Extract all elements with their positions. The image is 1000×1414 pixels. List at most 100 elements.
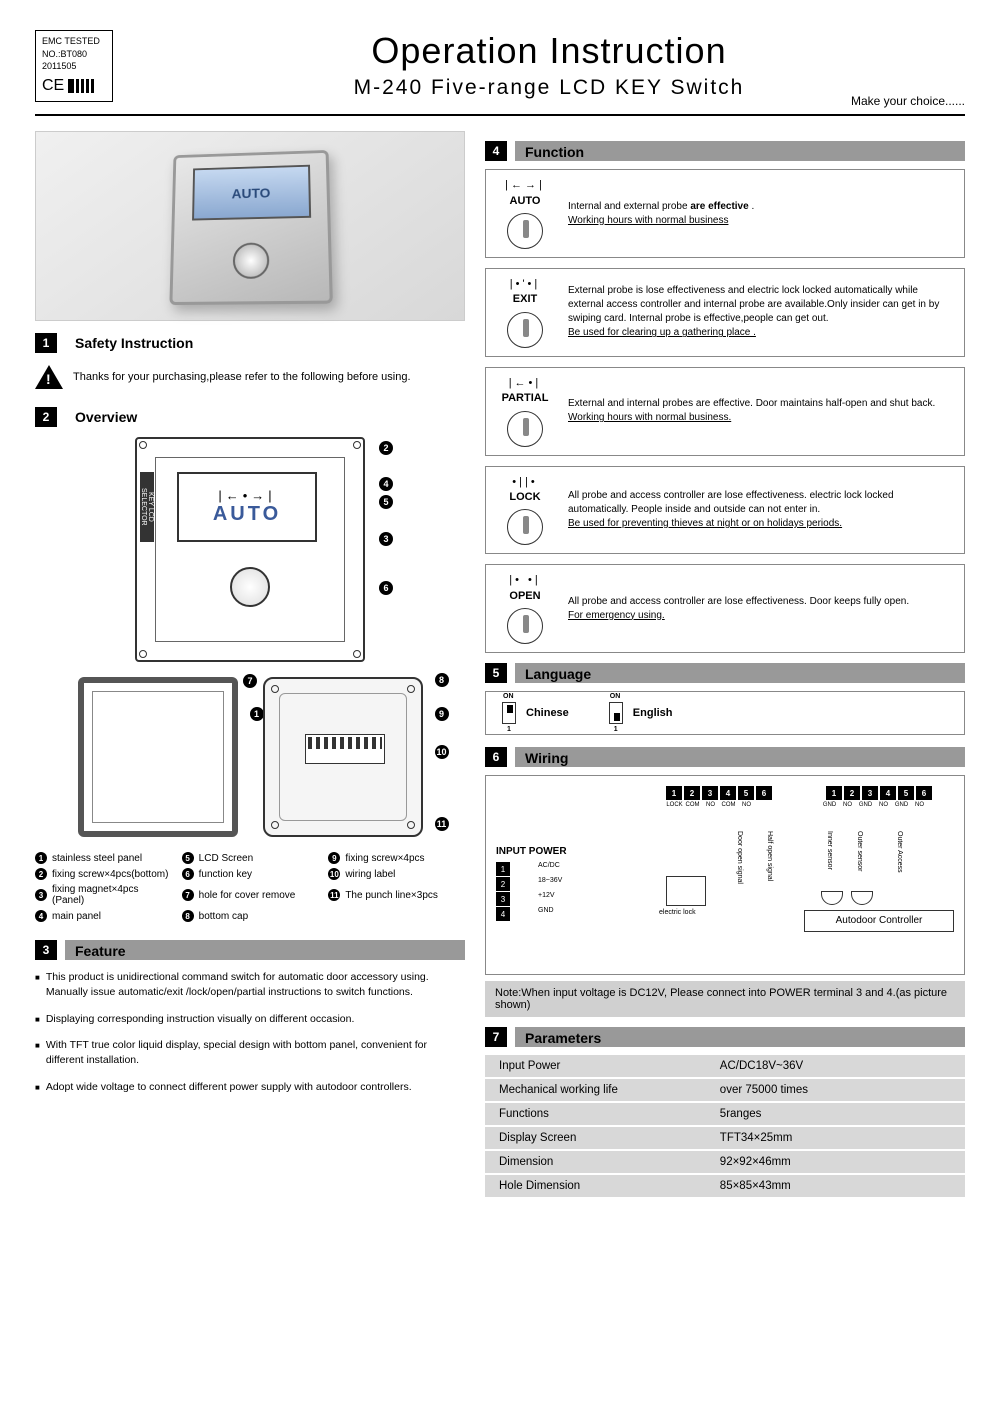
back-body bbox=[263, 677, 423, 837]
wiring-diagram: 123456 123456 LOCKCOMNOCOMNO GNDNOGNDNOG… bbox=[485, 775, 965, 975]
table-row: Functions5ranges bbox=[485, 1102, 965, 1126]
section-5-title: Language bbox=[515, 663, 965, 683]
section-7-head: 7 Parameters bbox=[485, 1027, 965, 1047]
wiring-note: Note:When input voltage is DC12V, Please… bbox=[485, 981, 965, 1017]
feature-item: With TFT true color liquid display, spec… bbox=[35, 1038, 465, 1067]
key-switch-icon bbox=[230, 567, 270, 607]
emc-line3: 2011505 bbox=[42, 60, 106, 73]
section-4-head: 4 Function bbox=[485, 141, 965, 161]
section-3-title: Feature bbox=[65, 940, 465, 960]
section-7-title: Parameters bbox=[515, 1027, 965, 1047]
callout-9: 9 bbox=[435, 707, 449, 721]
callout-6: 6 bbox=[379, 581, 393, 595]
callout-2: 2 bbox=[379, 441, 393, 455]
lang-b-label: English bbox=[633, 707, 673, 719]
callout-4: 4 bbox=[379, 477, 393, 491]
lang-a-label: Chinese bbox=[526, 707, 569, 719]
back-frame bbox=[78, 677, 238, 837]
sig-inner-sensor: Inner sensor bbox=[826, 831, 833, 870]
input-power-label: INPUT POWER bbox=[496, 846, 567, 857]
section-2-title: Overview bbox=[65, 407, 465, 427]
legend-grid: 1stainless steel panel 5LCD Screen 9fixing… bbox=[35, 852, 465, 922]
side-label: KEY LCD SELECTOR bbox=[140, 472, 154, 542]
function-item: •||• LOCK All probe and access controlle… bbox=[485, 466, 965, 555]
function-text: External and internal probes are effecti… bbox=[568, 397, 935, 425]
function-item: |←→| AUTO Internal and external probe ar… bbox=[485, 169, 965, 258]
key-cylinder-icon bbox=[233, 242, 269, 279]
section-5-num: 5 bbox=[485, 663, 507, 683]
legend-item: 9fixing screw×4pcs bbox=[328, 852, 465, 864]
warning-icon bbox=[35, 365, 63, 389]
sig-outer-sensor: Outer sensor bbox=[856, 831, 863, 871]
feature-item: Displaying corresponding instruction vis… bbox=[35, 1012, 465, 1027]
emc-line1: EMC TESTED bbox=[42, 35, 106, 48]
feature-item: This product is unidirectional command s… bbox=[35, 970, 465, 999]
section-2-num: 2 bbox=[35, 407, 57, 427]
power-block: 1234 AC/DC18~36V+12VGND bbox=[496, 862, 562, 922]
function-icon: |• •| OPEN bbox=[494, 573, 556, 644]
electric-lock-icon bbox=[666, 876, 706, 906]
sig-outer-access: Outer Access bbox=[896, 831, 903, 873]
legend-item: 11The punch line×3pcs bbox=[328, 884, 465, 906]
legend-item: 1stainless steel panel bbox=[35, 852, 172, 864]
legend-item: 5LCD Screen bbox=[182, 852, 319, 864]
terminals-left: 123456 bbox=[666, 786, 772, 800]
safety-row: Thanks for your purchasing,please refer … bbox=[35, 365, 465, 389]
columns: AUTO 1 Safety Instruction Thanks for you… bbox=[35, 131, 965, 1199]
lang-english: English bbox=[609, 702, 673, 724]
controller-box: Autodoor Controller bbox=[804, 910, 954, 932]
table-row: Mechanical working lifeover 75000 times bbox=[485, 1078, 965, 1102]
title-block: Operation Instruction M-240 Five-range L… bbox=[133, 30, 965, 100]
section-6-num: 6 bbox=[485, 747, 507, 767]
barcode-icon bbox=[68, 79, 94, 93]
table-row: Input PowerAC/DC18V~36V bbox=[485, 1055, 965, 1078]
function-icon: |•'•| EXIT bbox=[494, 277, 556, 348]
legend-item: 6function key bbox=[182, 868, 319, 880]
sig-door-open: Door open signal bbox=[736, 831, 743, 884]
page-subtitle: M-240 Five-range LCD KEY Switch bbox=[133, 76, 965, 100]
legend-item: 2fixing screw×4pcs(bottom) bbox=[35, 868, 172, 880]
function-text: All probe and access controller are lose… bbox=[568, 489, 956, 531]
section-4-title: Function bbox=[515, 141, 965, 161]
lcd-photo: AUTO bbox=[192, 164, 311, 220]
terminals-right: 123456 bbox=[826, 786, 932, 800]
callout-3: 3 bbox=[379, 532, 393, 546]
lcd-photo-text: AUTO bbox=[232, 184, 271, 200]
dip-switch-icon bbox=[609, 702, 623, 724]
feature-list: This product is unidirectional command s… bbox=[35, 970, 465, 1094]
tagline: Make your choice...... bbox=[851, 94, 965, 108]
lang-chinese: Chinese bbox=[502, 702, 569, 724]
device-render: AUTO bbox=[169, 150, 333, 305]
emc-badge: EMC TESTED NO.:BT080 2011505 CE bbox=[35, 30, 113, 102]
section-7-num: 7 bbox=[485, 1027, 507, 1047]
left-column: AUTO 1 Safety Instruction Thanks for you… bbox=[35, 131, 465, 1199]
section-2-head: 2 Overview bbox=[35, 407, 465, 427]
section-5-head: 5 Language bbox=[485, 663, 965, 683]
dip-switch-icon bbox=[502, 702, 516, 724]
overview-front-diagram: KEY LCD SELECTOR |←•→| AUTO 2 4 5 3 6 7 bbox=[35, 437, 465, 662]
section-6-title: Wiring bbox=[515, 747, 965, 767]
section-1-title: Safety Instruction bbox=[65, 333, 465, 353]
legend-item: 4main panel bbox=[35, 910, 172, 922]
function-item: |•'•| EXIT External probe is lose effect… bbox=[485, 268, 965, 357]
function-item: |• •| OPEN All probe and access controll… bbox=[485, 564, 965, 653]
legend-item: 7hole for cover remove bbox=[182, 884, 319, 906]
callout-8: 8 bbox=[435, 673, 449, 687]
callout-10: 10 bbox=[435, 745, 449, 759]
function-item: |←•| PARTIAL External and internal probe… bbox=[485, 367, 965, 456]
legend-item: 10wiring label bbox=[328, 868, 465, 880]
legend-item: 8bottom cap bbox=[182, 910, 319, 922]
terminal-labels-left: LOCKCOMNOCOMNO bbox=[666, 802, 773, 808]
sensor-icon bbox=[851, 891, 873, 905]
table-row: Dimension92×92×46mm bbox=[485, 1150, 965, 1174]
lcd-symbol: |←•→| bbox=[218, 488, 275, 503]
page-title: Operation Instruction bbox=[133, 30, 965, 72]
callout-1: 1 bbox=[250, 707, 264, 721]
section-3-num: 3 bbox=[35, 940, 57, 960]
overview-back-diagram: 1 8 9 10 11 bbox=[35, 677, 465, 837]
emc-line2: NO.:BT080 bbox=[42, 48, 106, 61]
product-photo: AUTO bbox=[35, 131, 465, 321]
section-6-head: 6 Wiring bbox=[485, 747, 965, 767]
parameter-table: Input PowerAC/DC18V~36VMechanical workin… bbox=[485, 1055, 965, 1199]
section-3-head: 3 Feature bbox=[35, 940, 465, 960]
